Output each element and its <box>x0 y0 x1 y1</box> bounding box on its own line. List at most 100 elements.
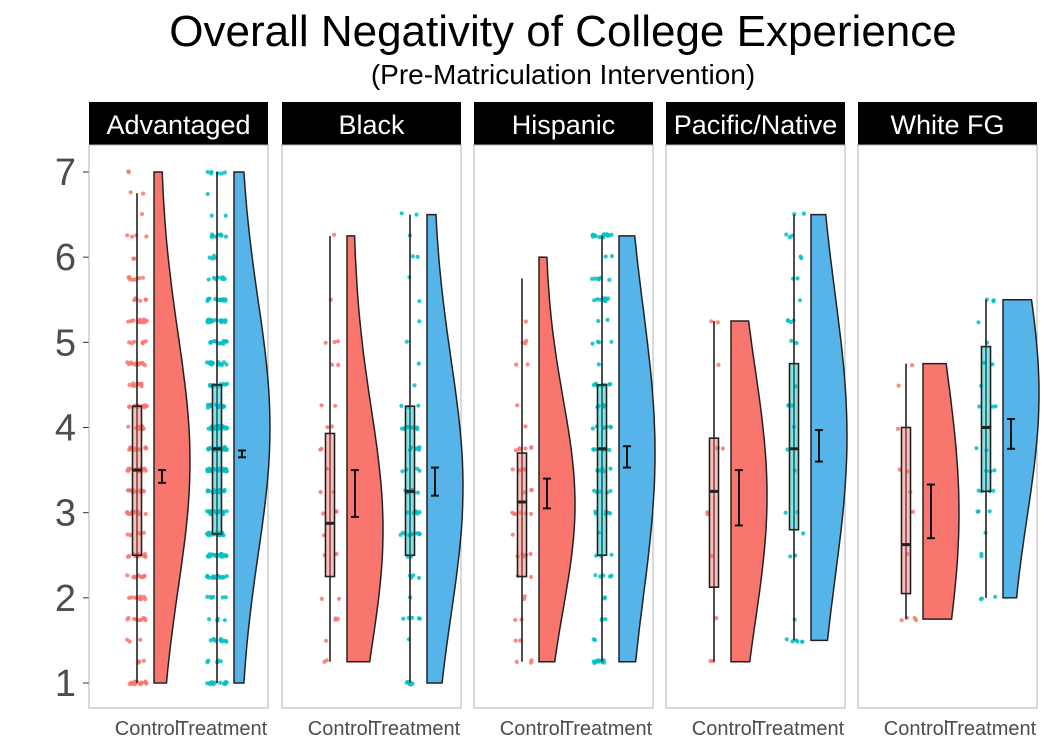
control-data-point <box>127 404 132 410</box>
control-data-point <box>510 532 515 537</box>
control-data-point <box>521 596 527 602</box>
treatment-data-point <box>784 637 789 642</box>
control-data-point <box>329 424 334 429</box>
treatment-data-point <box>218 575 223 580</box>
control-data-point <box>126 319 131 324</box>
control-data-point <box>528 551 533 557</box>
treatment-data-point <box>398 532 403 538</box>
control-data-point <box>329 362 335 367</box>
control-data-point <box>143 446 148 451</box>
treatment-box <box>980 345 992 493</box>
control-data-point <box>515 403 520 408</box>
treatment-data-point <box>219 341 224 346</box>
control-data-point <box>129 234 135 239</box>
treatment-data-point <box>206 554 211 559</box>
control-data-point <box>332 339 337 345</box>
control-data-point <box>529 445 534 450</box>
treatment-data-point <box>221 509 226 514</box>
treatment-data-point <box>604 297 609 302</box>
treatment-data-point <box>976 509 981 514</box>
control-data-point <box>125 509 130 515</box>
control-data-point <box>514 659 519 665</box>
treatment-data-point <box>987 509 992 514</box>
x-tick-label-control: Control <box>884 718 948 740</box>
control-data-point <box>125 360 130 365</box>
treatment-data-point <box>602 232 607 237</box>
treatment-data-point <box>205 488 210 493</box>
treatment-data-point <box>221 489 226 494</box>
control-data-point <box>336 596 342 601</box>
treatment-data-point <box>216 298 222 303</box>
treatment-data-point <box>784 232 789 237</box>
treatment-data-point <box>224 639 229 644</box>
control-data-point <box>129 361 135 366</box>
treatment-data-point <box>609 339 614 344</box>
treatment-data-point <box>220 595 225 600</box>
control-group <box>895 362 960 623</box>
y-tick-label: 7 <box>55 152 76 194</box>
treatment-data-point <box>787 235 792 240</box>
treatment-data-point <box>593 573 598 578</box>
treatment-group <box>398 211 464 687</box>
control-data-point <box>141 574 146 579</box>
treatment-data-point <box>596 318 601 324</box>
facet-strip <box>474 102 653 145</box>
control-data-point <box>333 403 338 408</box>
treatment-density-cloud <box>618 235 656 663</box>
facet-strip <box>858 102 1037 145</box>
treatment-data-point <box>207 255 212 260</box>
treatment-data-point <box>224 426 229 431</box>
control-data-point <box>125 532 130 537</box>
x-tick-label-treatment: Treatment <box>370 718 461 740</box>
treatment-data-point <box>416 403 421 408</box>
treatment-data-point <box>788 554 793 559</box>
treatment-density-cloud <box>810 213 848 642</box>
control-group <box>125 169 191 687</box>
treatment-box <box>596 384 608 557</box>
facet-strip-label: Pacific/Native <box>674 110 838 140</box>
treatment-data-point <box>590 341 595 346</box>
control-data-point <box>129 680 134 685</box>
treatment-data-point <box>591 447 596 452</box>
control-data-point <box>529 511 534 516</box>
treatment-data-point <box>410 254 415 259</box>
treatment-data-point <box>221 575 226 580</box>
facet-strip <box>89 102 268 145</box>
treatment-data-point <box>990 404 995 409</box>
treatment-data-point <box>212 509 217 514</box>
facet-strip-label: Hispanic <box>512 110 616 140</box>
treatment-data-point <box>224 509 229 514</box>
treatment-data-point <box>597 235 602 240</box>
control-data-point <box>144 234 149 239</box>
treatment-data-point <box>399 403 404 408</box>
treatment-data-point <box>608 488 613 494</box>
treatment-data-point <box>605 233 610 238</box>
treatment-data-point <box>798 254 803 259</box>
treatment-data-point <box>401 616 406 621</box>
treatment-data-point <box>224 381 230 386</box>
treatment-data-point <box>217 490 222 495</box>
treatment-data-point <box>212 638 217 643</box>
control-data-point <box>529 488 534 493</box>
treatment-data-point <box>801 531 806 536</box>
treatment-data-point <box>991 298 996 303</box>
treatment-data-point <box>222 618 227 623</box>
treatment-data-point <box>222 276 227 281</box>
treatment-data-point <box>416 616 421 621</box>
treatment-data-point <box>223 234 229 239</box>
treatment-data-point <box>224 339 229 344</box>
control-data-point <box>126 275 131 280</box>
control-data-point <box>899 618 904 623</box>
treatment-data-point <box>417 299 422 304</box>
chart-title: Overall Negativity of College Experience <box>169 7 957 56</box>
treatment-data-point <box>206 277 211 282</box>
treatment-data-point <box>405 679 410 684</box>
treatment-data-point <box>978 597 984 602</box>
x-tick-label-control: Control <box>308 718 372 740</box>
treatment-group <box>204 169 271 687</box>
treatment-data-point <box>603 254 608 259</box>
control-density-cloud <box>922 362 960 620</box>
